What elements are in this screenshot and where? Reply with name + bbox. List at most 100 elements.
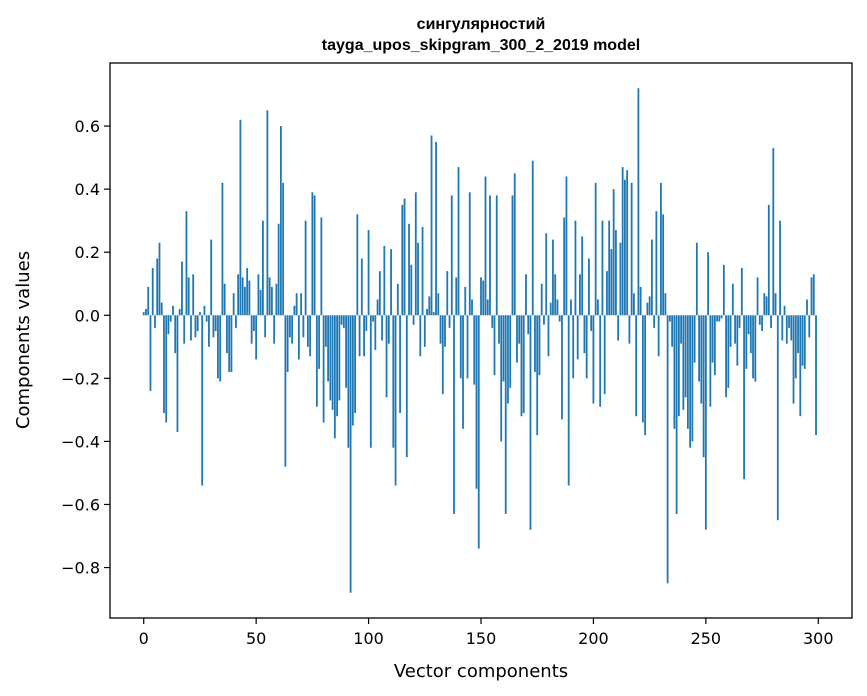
- bar-component-175: [536, 315, 539, 436]
- bar-component-65: [288, 315, 291, 338]
- bar-component-198: [588, 258, 590, 316]
- bar-component-211: [617, 315, 620, 341]
- bar-component-199: [590, 315, 593, 332]
- bar-component-222: [641, 315, 644, 423]
- bar-component-297: [810, 277, 813, 316]
- bar-component-238: [677, 315, 680, 417]
- bar-component-116: [403, 198, 406, 316]
- bar-component-43: [239, 119, 242, 316]
- bar-component-11: [167, 315, 170, 335]
- bar-component-252: [709, 315, 712, 407]
- bar-component-215: [626, 170, 629, 316]
- bar-component-84: [331, 315, 334, 410]
- bar-component-112: [394, 315, 397, 486]
- bar-component-255: [716, 315, 718, 322]
- bar-component-37: [226, 315, 228, 354]
- bar-component-111: [392, 315, 395, 448]
- bar-component-55: [266, 110, 269, 316]
- bar-component-108: [385, 315, 388, 398]
- bar-component-259: [725, 315, 727, 398]
- bar-component-161: [504, 315, 507, 514]
- bar-component-49: [253, 315, 255, 332]
- bar-component-46: [246, 267, 249, 316]
- bar-component-83: [329, 315, 332, 401]
- bar-component-214: [624, 179, 626, 316]
- y-tick-label: 0.4: [75, 180, 100, 199]
- bar-component-239: [680, 315, 683, 344]
- bar-component-153: [486, 299, 489, 316]
- bar-component-2: [147, 286, 150, 316]
- bar-component-200: [592, 315, 595, 404]
- bar-component-67: [293, 305, 296, 316]
- bar-component-171: [527, 315, 530, 335]
- bar-component-269: [747, 315, 750, 335]
- bar-component-273: [756, 277, 759, 316]
- bar-component-190: [570, 299, 572, 316]
- y-tick-label: −0.4: [61, 432, 100, 451]
- bar-component-119: [410, 264, 413, 316]
- y-tick-label: −0.8: [61, 559, 100, 578]
- bar-component-220: [637, 88, 640, 316]
- bar-component-141: [459, 315, 462, 379]
- bar-component-257: [720, 315, 723, 319]
- bar-component-12: [169, 315, 172, 322]
- bar-component-298: [812, 274, 815, 316]
- bar-component-235: [671, 315, 674, 347]
- bar-component-42: [237, 274, 240, 316]
- bar-component-217: [630, 182, 633, 316]
- bar-component-165: [513, 173, 516, 316]
- bar-component-286: [785, 315, 788, 344]
- bar-component-60: [277, 223, 280, 316]
- bar-component-44: [241, 277, 244, 316]
- bar-component-120: [412, 315, 415, 325]
- bar-component-92: [349, 315, 352, 593]
- bar-component-53: [262, 220, 264, 316]
- bar-component-71: [302, 315, 305, 338]
- bar-component-62: [282, 182, 285, 316]
- bar-component-290: [794, 315, 797, 379]
- bar-component-94: [354, 315, 356, 414]
- bar-component-203: [599, 315, 602, 407]
- bar-component-228: [655, 211, 658, 316]
- bar-component-156: [493, 315, 496, 376]
- bar-component-41: [235, 315, 237, 328]
- bar-component-118: [408, 223, 410, 316]
- bar-component-265: [738, 315, 741, 328]
- y-tick-label: 0.6: [75, 117, 100, 136]
- bar-component-150: [480, 277, 482, 316]
- bar-component-95: [356, 214, 359, 316]
- bar-component-31: [212, 315, 215, 338]
- bar-component-104: [376, 299, 379, 316]
- bar-component-280: [772, 148, 775, 316]
- bar-component-196: [583, 315, 586, 354]
- y-tick-label: 0.2: [75, 243, 100, 262]
- x-tick-label: 200: [578, 629, 609, 648]
- bar-component-7: [158, 242, 161, 316]
- bar-component-210: [615, 230, 617, 316]
- bar-component-277: [765, 296, 768, 316]
- bar-component-188: [565, 176, 568, 316]
- bar-component-18: [183, 315, 186, 344]
- bar-component-122: [417, 242, 419, 316]
- x-tick-label: 150: [466, 629, 497, 648]
- bar-component-70: [300, 293, 303, 316]
- bar-component-21: [190, 315, 192, 341]
- bar-component-172: [529, 315, 532, 530]
- bar-component-66: [291, 315, 294, 344]
- bar-component-270: [749, 315, 752, 354]
- bar-component-201: [594, 182, 597, 316]
- bar-component-159: [500, 315, 503, 442]
- bar-component-79: [320, 217, 323, 316]
- bar-component-276: [763, 293, 766, 316]
- bar-component-284: [781, 315, 784, 341]
- bar-component-261: [729, 315, 732, 347]
- bar-component-33: [217, 315, 219, 379]
- bar-component-163: [509, 315, 512, 388]
- bar-component-76: [313, 195, 316, 316]
- bar-component-27: [203, 305, 206, 316]
- bar-component-267: [743, 315, 745, 480]
- bar-component-72: [304, 220, 307, 316]
- bar-component-231: [662, 214, 665, 316]
- bar-component-130: [435, 141, 437, 316]
